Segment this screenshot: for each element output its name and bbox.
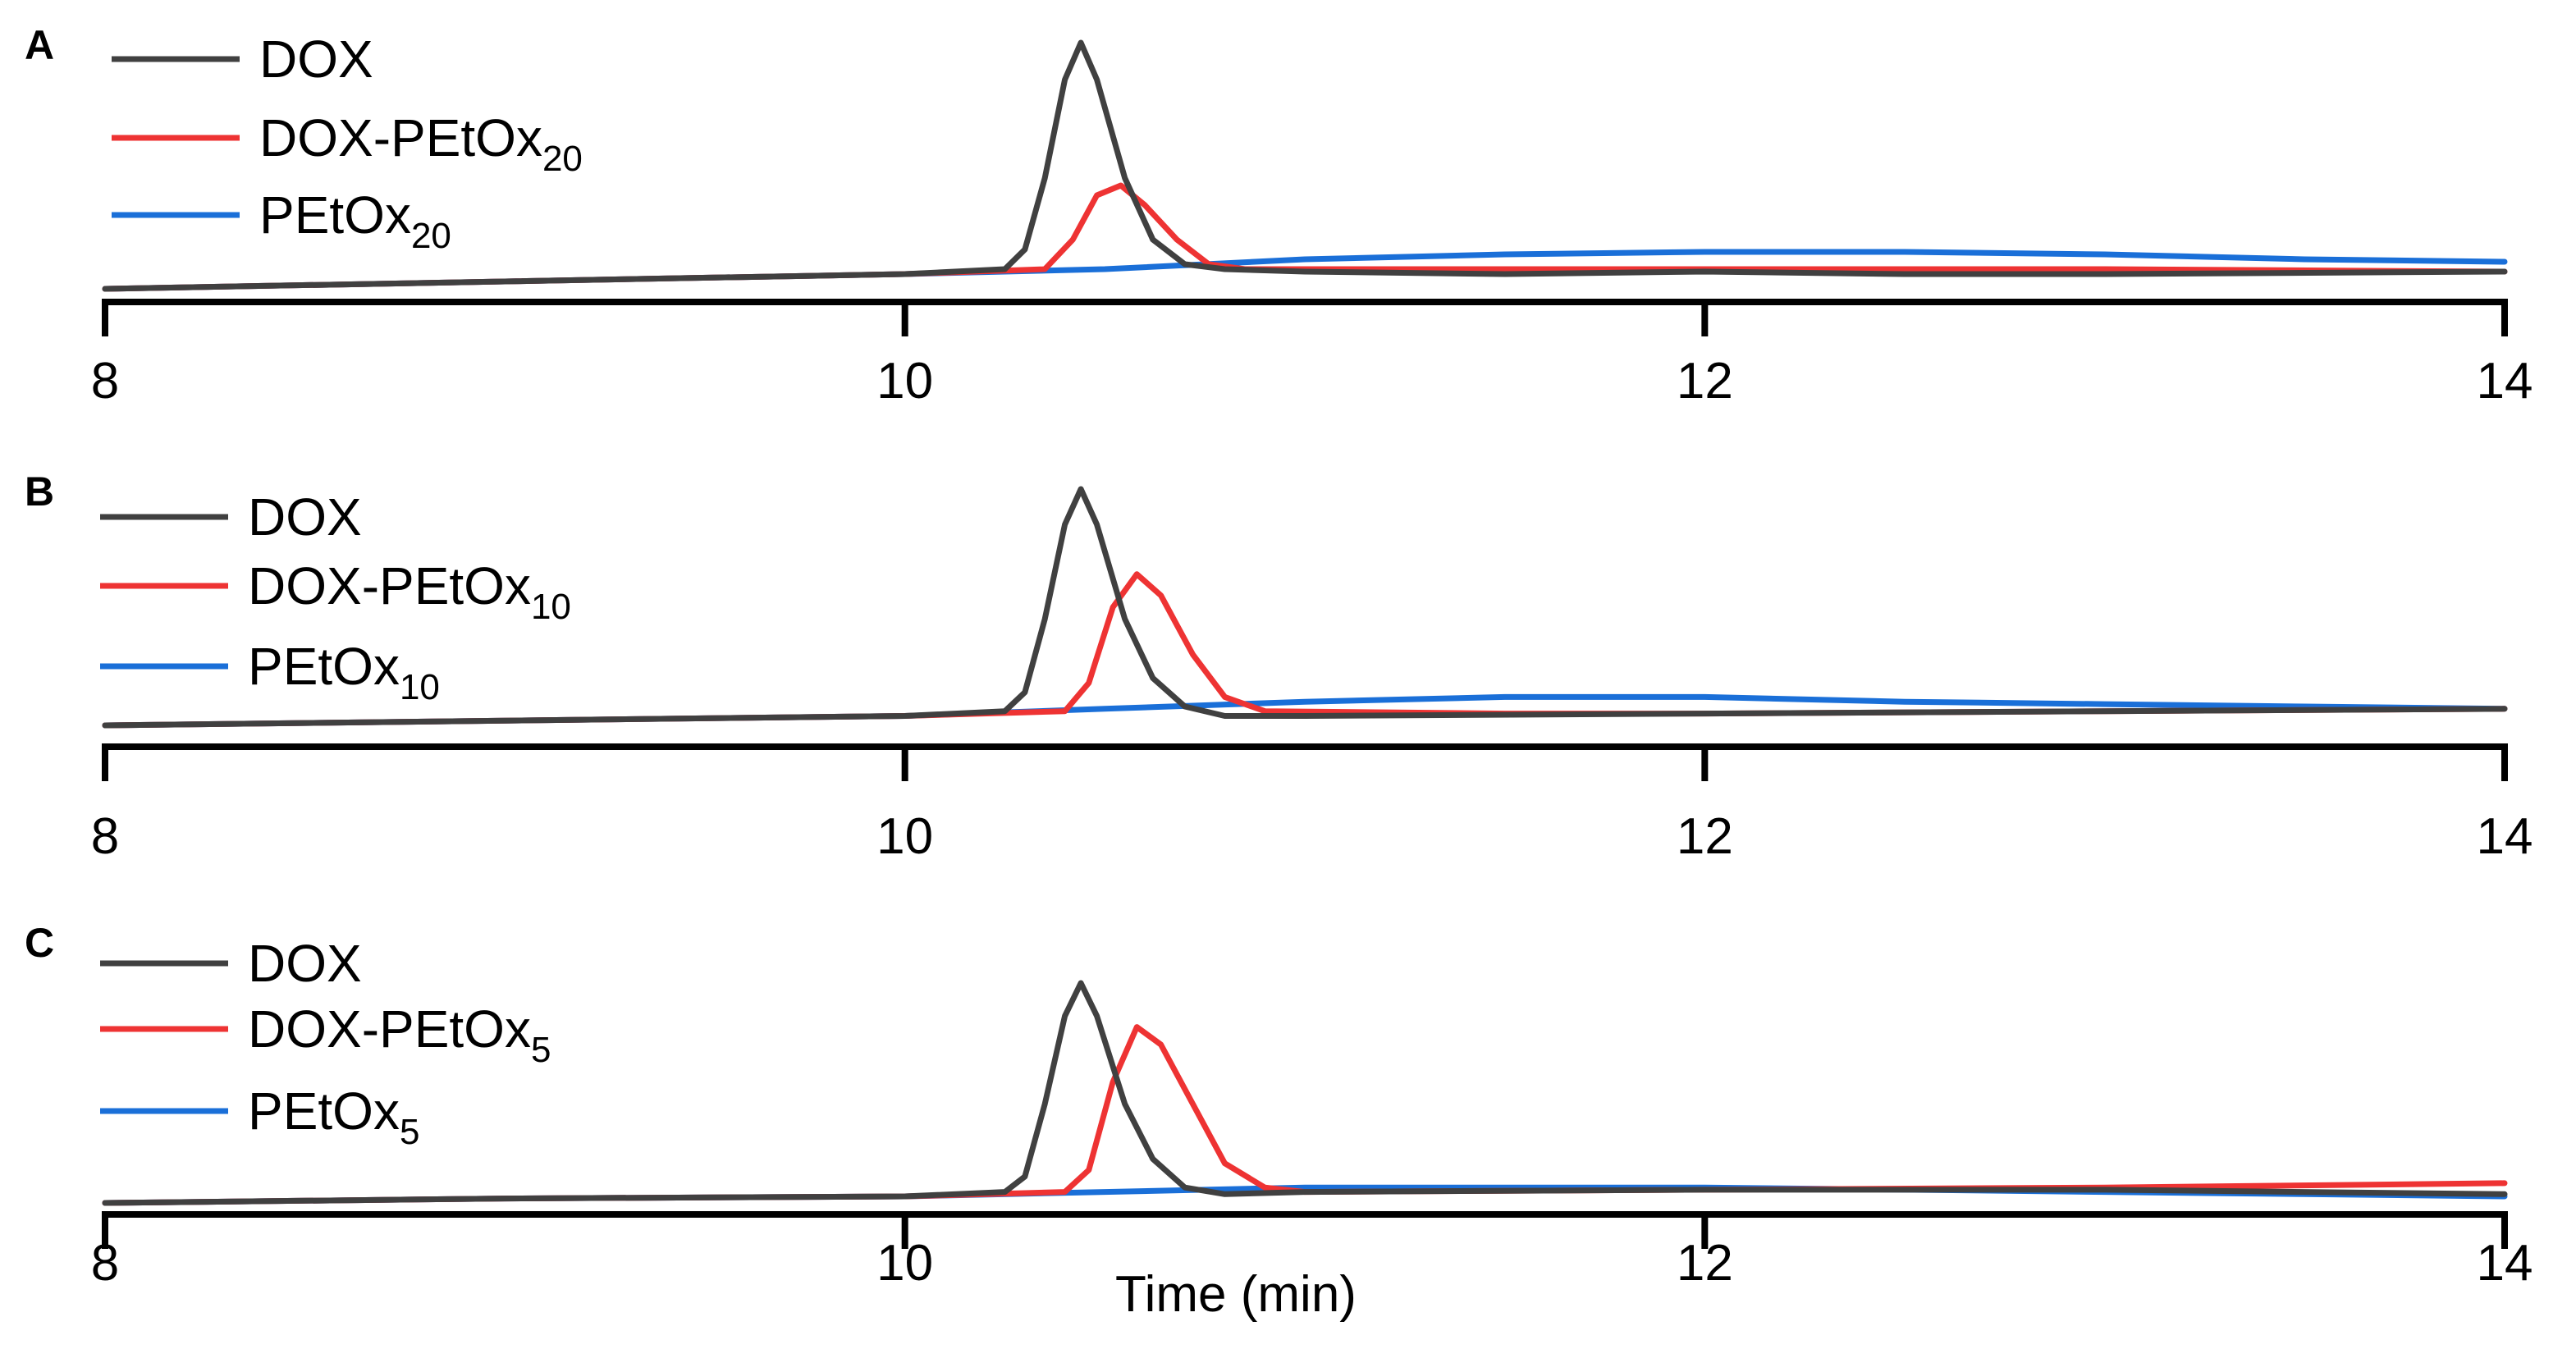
legend-entry: DOX: [259, 30, 373, 89]
x-tick-label: 10: [876, 808, 933, 865]
legend-entry: PEtOx5: [248, 1081, 419, 1152]
x-tick-label: 14: [2477, 353, 2533, 409]
series-line-dox: [102, 39, 2508, 292]
legend-subscript: 5: [531, 1030, 551, 1070]
x-tick-label: 8: [91, 808, 119, 865]
x-tick-label: 8: [91, 1235, 119, 1292]
legend-subscript: 20: [542, 139, 583, 179]
x-tick-label: 12: [1677, 353, 1733, 409]
legend: DOX DOX-PEtOx10 PEtOx10: [100, 487, 571, 707]
legend-subscript: 10: [531, 587, 571, 627]
x-tick-label: 8: [91, 353, 119, 409]
legend-subscript: 10: [400, 667, 440, 707]
legend-subscript: 20: [411, 216, 451, 256]
x-tick-label: 14: [2477, 1235, 2533, 1292]
x-tick-label: 12: [1677, 808, 1733, 865]
legend-entry: PEtOx10: [248, 637, 440, 707]
series-line-dox: [102, 486, 2508, 729]
legend-entry: DOX: [248, 487, 362, 546]
x-axis-label: Time (min): [1115, 1266, 1357, 1323]
x-tick-label: 12: [1677, 1235, 1733, 1292]
chart-panel-c: C 8 10 12 14 Time (min) DOX DOX-PEtOx5 PEtOx5: [25, 920, 2533, 1323]
legend-subscript: 5: [400, 1112, 419, 1152]
x-tick-label: 10: [876, 353, 933, 409]
legend: DOX DOX-PEtOx5 PEtOx5: [100, 934, 551, 1152]
x-tick-label: 10: [876, 1235, 933, 1292]
series-line-dox: [102, 980, 2508, 1206]
chart-panel-b: B 8 10 12 14 DOX DOX-PEtOx10 PEtOx10: [25, 469, 2533, 865]
legend-entry: DOX-PEtOx5: [248, 999, 551, 1070]
legend-entry: DOX-PEtOx10: [248, 556, 571, 627]
panel-letter-c: C: [25, 920, 54, 966]
panel-letter-a: A: [25, 22, 54, 68]
x-tick-label: 14: [2477, 808, 2533, 865]
legend-entry: DOX-PEtOx20: [259, 108, 583, 179]
panel-letter-b: B: [25, 469, 54, 514]
legend-entry: DOX: [248, 934, 362, 993]
legend-entry: PEtOx20: [259, 185, 451, 256]
